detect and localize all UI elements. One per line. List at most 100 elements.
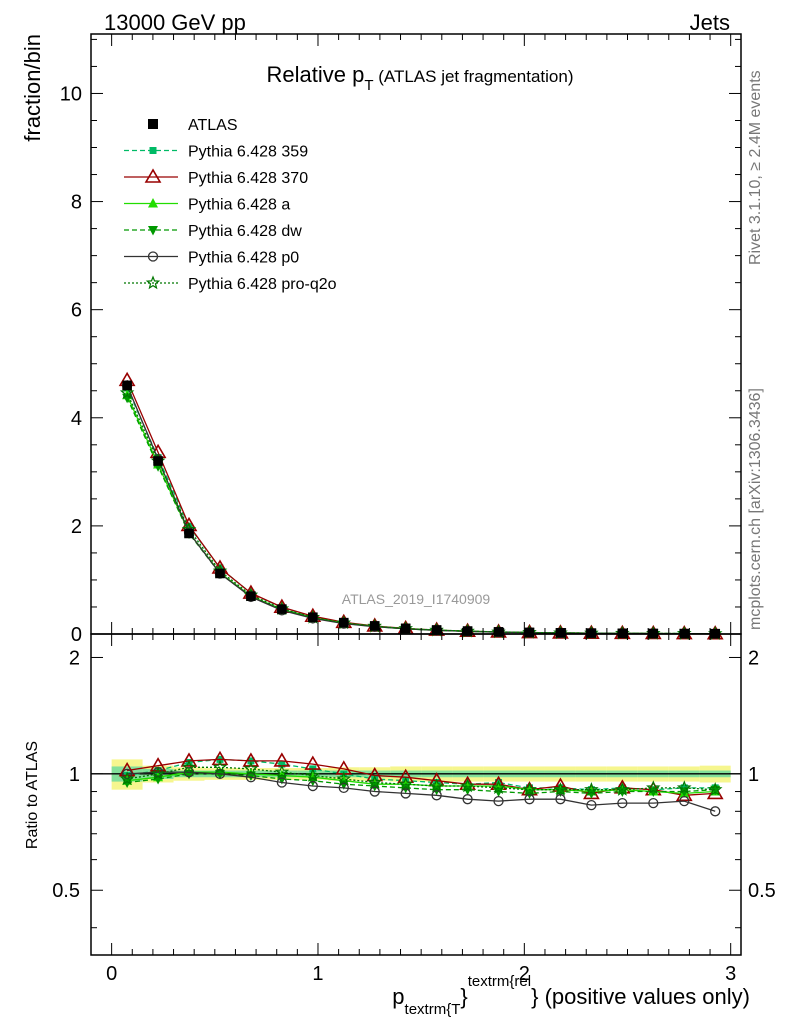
reference-point bbox=[555, 628, 566, 638]
reference-point bbox=[246, 591, 256, 601]
series-point-ratio bbox=[307, 780, 318, 792]
legend: ATLAS Pythia 6.428 359 Pythia 6.428 370 Pyt… bbox=[124, 117, 337, 293]
series-line-ratio bbox=[127, 771, 716, 812]
y-tick-label: 0 bbox=[71, 624, 82, 646]
mcplots-label: mcplots.cern.ch [arXiv:1306.3436] bbox=[747, 388, 764, 630]
legend-label: Pythia 6.428 370 bbox=[188, 170, 308, 187]
series-point-ratio bbox=[305, 767, 321, 782]
legend-marker bbox=[145, 275, 161, 290]
series-line-ratio bbox=[126, 766, 716, 791]
series-point-ratio bbox=[646, 780, 661, 795]
series-point-ratio bbox=[242, 752, 260, 767]
y-tick-label: 6 bbox=[71, 300, 82, 322]
series-point-ratio bbox=[460, 778, 475, 793]
series-point-ratio bbox=[617, 797, 628, 809]
y-tick-label: 4 bbox=[71, 408, 82, 430]
series-point-ratio bbox=[181, 759, 197, 774]
reference-point bbox=[586, 628, 597, 638]
legend-marker bbox=[148, 226, 158, 236]
y-tick-label: 10 bbox=[60, 83, 82, 105]
legend-marker bbox=[148, 198, 158, 208]
legend-label-reference: ATLAS bbox=[188, 117, 238, 134]
legend-marker bbox=[149, 147, 157, 154]
series-point-ratio bbox=[119, 771, 135, 786]
series-point-ratio bbox=[586, 799, 597, 811]
reference-point bbox=[215, 568, 225, 579]
header-right-label: Jets bbox=[690, 10, 730, 35]
series-point-main bbox=[119, 385, 135, 400]
series-point-ratio bbox=[276, 777, 288, 788]
reference-point bbox=[493, 627, 504, 637]
ratio-y-tick-label-right: 0.5 bbox=[748, 880, 776, 902]
reference-point bbox=[524, 627, 535, 638]
reference-point bbox=[277, 604, 287, 614]
series-point-ratio bbox=[493, 795, 504, 807]
series-point-ratio bbox=[676, 780, 692, 795]
series-point-ratio bbox=[367, 774, 382, 789]
series-point-ratio bbox=[675, 786, 693, 802]
series-point-ratio bbox=[183, 767, 195, 778]
legend-marker-reference bbox=[148, 119, 158, 129]
ratio-y-axis-label: Ratio to ATLAS bbox=[24, 741, 41, 849]
series-point-ratio bbox=[491, 780, 506, 795]
y-tick-label: 8 bbox=[71, 192, 82, 214]
legend-label: Pythia 6.428 p0 bbox=[188, 250, 299, 267]
reference-point bbox=[400, 623, 411, 634]
series-point-ratio bbox=[584, 782, 599, 796]
legend-label: Pythia 6.428 a bbox=[188, 197, 290, 214]
series-point-ratio bbox=[679, 795, 690, 807]
ratio-y-tick-label: 0.5 bbox=[52, 880, 80, 902]
ratio-plot-panel: 0 1 2 3 0.5 0.5 1 1 2 2 bbox=[52, 633, 776, 985]
x-tick-label: 0 bbox=[106, 963, 117, 985]
main-plot-panel: 0 2 4 6 8 10 bbox=[60, 33, 742, 955]
reference-point bbox=[308, 612, 318, 623]
legend-label: Pythia 6.428 359 bbox=[188, 144, 308, 161]
y-tick-label: 2 bbox=[71, 516, 82, 538]
ratio-frame bbox=[90, 633, 742, 956]
ratio-y-tick-label-right: 2 bbox=[748, 647, 759, 669]
series-point-ratio bbox=[400, 788, 411, 799]
analysis-watermark: ATLAS_2019_I1740909 bbox=[342, 591, 491, 607]
series-point-ratio bbox=[211, 750, 229, 766]
series-point-ratio bbox=[336, 771, 352, 786]
x-tick-label: 2 bbox=[519, 963, 530, 985]
legend-marker bbox=[147, 251, 159, 262]
series-point-ratio bbox=[180, 752, 198, 767]
legend-label: Pythia 6.428 dw bbox=[188, 223, 302, 240]
series-point-ratio bbox=[553, 782, 568, 796]
series-point-ratio bbox=[431, 790, 442, 801]
x-tick-label: 1 bbox=[312, 963, 323, 985]
ratio-y-tick-label: 1 bbox=[69, 764, 80, 786]
legend-label: Pythia 6.428 pro-q2o bbox=[188, 276, 337, 293]
ratio-y-tick-label-right: 1 bbox=[748, 764, 759, 786]
chart-title: Relative pT (ATLAS jet fragmentation) bbox=[266, 62, 573, 94]
series-point-ratio bbox=[212, 759, 228, 774]
x-tick-label: 3 bbox=[725, 963, 736, 985]
series-point-ratio bbox=[524, 794, 535, 805]
series-point-ratio bbox=[274, 764, 290, 779]
series-point-ratio bbox=[150, 766, 166, 781]
reference-point bbox=[431, 625, 442, 635]
series-point-ratio bbox=[707, 782, 723, 796]
series-point-ratio bbox=[338, 782, 349, 794]
series-point-ratio bbox=[462, 794, 473, 805]
x-axis-label: ptextrm{T}textrm{rel} (positive values o… bbox=[392, 973, 750, 1018]
series-point-ratio bbox=[369, 786, 380, 797]
reference-point bbox=[338, 617, 349, 628]
series-point-ratio bbox=[429, 778, 444, 793]
reference-point bbox=[122, 380, 132, 391]
reference-point bbox=[369, 621, 380, 631]
series-point-ratio bbox=[278, 760, 286, 768]
series-point-ratio bbox=[149, 757, 167, 772]
series-point-ratio bbox=[710, 806, 721, 817]
series-point-ratio bbox=[555, 794, 566, 805]
rivet-version-label: Rivet 3.1.10, ≥ 2.4M events bbox=[747, 70, 764, 265]
series-point-ratio bbox=[648, 797, 659, 809]
legend-marker bbox=[144, 168, 162, 183]
series-point-ratio bbox=[398, 776, 413, 791]
series-point-ratio bbox=[214, 769, 225, 780]
series-point-ratio bbox=[522, 782, 537, 796]
reference-point bbox=[462, 626, 473, 636]
series-point-ratio bbox=[243, 761, 259, 776]
